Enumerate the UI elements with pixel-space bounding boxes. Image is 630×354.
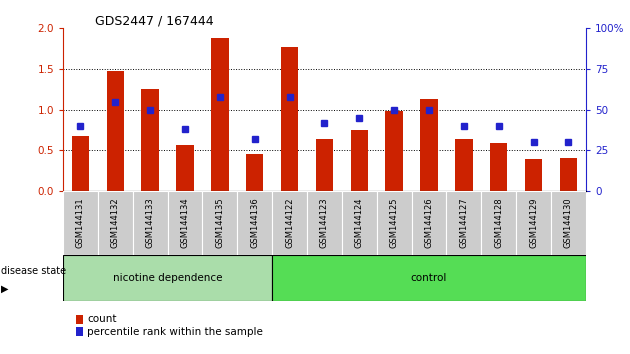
- Text: count: count: [87, 314, 117, 324]
- Bar: [551, 191, 586, 255]
- Text: GSM144122: GSM144122: [285, 198, 294, 248]
- Text: GDS2447 / 167444: GDS2447 / 167444: [94, 14, 213, 27]
- Bar: [176, 145, 194, 191]
- Bar: [516, 191, 551, 255]
- Bar: [447, 191, 481, 255]
- Text: disease state: disease state: [1, 266, 66, 276]
- Text: ▶: ▶: [1, 284, 8, 293]
- Bar: [386, 110, 403, 191]
- Bar: [481, 191, 516, 255]
- Bar: [63, 191, 98, 255]
- Bar: [246, 154, 263, 191]
- Text: GSM144133: GSM144133: [146, 198, 154, 249]
- Bar: [525, 159, 542, 191]
- Text: GSM144135: GSM144135: [215, 198, 224, 249]
- Text: nicotine dependence: nicotine dependence: [113, 273, 222, 283]
- Bar: [307, 191, 342, 255]
- Text: GSM144136: GSM144136: [250, 198, 259, 249]
- Bar: [455, 139, 472, 191]
- Bar: [98, 191, 133, 255]
- Bar: [420, 99, 438, 191]
- Text: GSM144125: GSM144125: [390, 198, 399, 248]
- Text: GSM144131: GSM144131: [76, 198, 85, 249]
- Text: GSM144129: GSM144129: [529, 198, 538, 248]
- Bar: [168, 191, 202, 255]
- Bar: [272, 191, 307, 255]
- Bar: [559, 158, 577, 191]
- Bar: [72, 136, 89, 191]
- Bar: [490, 143, 508, 191]
- Bar: [63, 255, 272, 301]
- Text: GSM144127: GSM144127: [459, 198, 468, 249]
- Bar: [377, 191, 411, 255]
- Bar: [141, 88, 159, 191]
- Bar: [350, 130, 368, 191]
- Bar: [272, 255, 586, 301]
- Bar: [342, 191, 377, 255]
- Text: GSM144124: GSM144124: [355, 198, 364, 248]
- Bar: [202, 191, 238, 255]
- Text: control: control: [411, 273, 447, 283]
- Text: GSM144130: GSM144130: [564, 198, 573, 249]
- Bar: [211, 38, 229, 191]
- Bar: [316, 139, 333, 191]
- Bar: [106, 72, 124, 191]
- Text: GSM144128: GSM144128: [495, 198, 503, 249]
- Text: GSM144126: GSM144126: [425, 198, 433, 249]
- Text: GSM144123: GSM144123: [320, 198, 329, 249]
- Text: GSM144134: GSM144134: [181, 198, 190, 249]
- Bar: [281, 47, 299, 191]
- Bar: [411, 191, 447, 255]
- Text: GSM144132: GSM144132: [111, 198, 120, 249]
- Text: percentile rank within the sample: percentile rank within the sample: [87, 327, 263, 337]
- Bar: [238, 191, 272, 255]
- Bar: [133, 191, 168, 255]
